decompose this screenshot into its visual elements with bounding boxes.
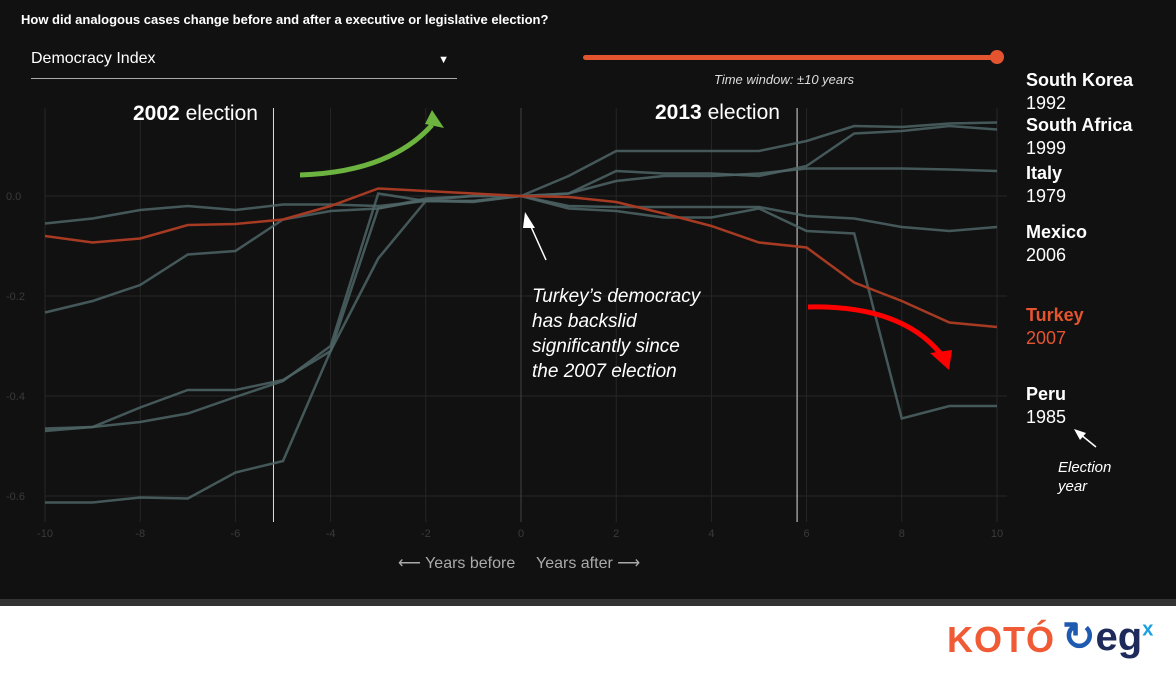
koto-logo: KOTÓ bbox=[947, 619, 1055, 660]
time-window-label: Time window: ±10 years bbox=[714, 72, 854, 87]
legend-country: Mexico bbox=[1026, 222, 1088, 242]
legend-country: Italy bbox=[1026, 163, 1063, 183]
election-word: election bbox=[707, 101, 780, 124]
red-arrowhead-icon bbox=[930, 350, 952, 370]
white-arrowhead-icon bbox=[523, 212, 535, 228]
legend-country: Peru bbox=[1026, 384, 1067, 404]
x-tick-label: -4 bbox=[326, 528, 336, 540]
note-line: significantly since bbox=[532, 336, 680, 357]
egx-text: eg bbox=[1095, 615, 1143, 659]
election-word: election bbox=[185, 102, 258, 125]
line-chart: -10 -8 -6 -4 -2 0 2 4 6 8 10 0.0 -0.2 -0.4 -0.6 bbox=[6, 108, 1097, 540]
years-before-label: ⟵ Years before bbox=[398, 555, 516, 572]
years-after-label: Years after ⟶ bbox=[536, 555, 641, 572]
chart-panel bbox=[0, 0, 1176, 599]
note-line: Election bbox=[1058, 459, 1112, 476]
legend-year: 1985 bbox=[1026, 407, 1067, 427]
x-tick-label: -2 bbox=[421, 528, 431, 540]
note-line: Turkey’s democracy bbox=[532, 286, 701, 307]
note-line: has backslid bbox=[532, 311, 637, 332]
election-label-2002: 2002 election bbox=[133, 102, 258, 126]
x-tick-label: 4 bbox=[708, 528, 714, 540]
legend-item-south-korea[interactable]: South Korea 1992 bbox=[1026, 69, 1133, 115]
panel-border bbox=[0, 599, 1176, 606]
legend-year: 1979 bbox=[1026, 186, 1067, 206]
note-line: year bbox=[1058, 478, 1088, 495]
x-tick-label: -10 bbox=[37, 528, 53, 540]
election-year: 2013 bbox=[655, 101, 702, 124]
egx-sup: x bbox=[1142, 618, 1154, 641]
y-tick-label: -0.4 bbox=[6, 391, 25, 403]
y-tick-label: 0.0 bbox=[6, 191, 21, 203]
legend-item-turkey[interactable]: Turkey 2007 bbox=[1026, 304, 1084, 350]
election-year-note: Election year bbox=[1058, 458, 1111, 496]
legend-year: 2006 bbox=[1026, 245, 1067, 265]
legend-item-mexico[interactable]: Mexico 2006 bbox=[1026, 221, 1087, 267]
chevron-down-icon: ▼ bbox=[438, 54, 449, 66]
legend-year: 2007 bbox=[1026, 328, 1067, 348]
metric-dropdown[interactable]: Democracy Index ▼ bbox=[31, 50, 457, 79]
legend-item-peru[interactable]: Peru 1985 bbox=[1026, 383, 1066, 429]
x-tick-label: -8 bbox=[135, 528, 145, 540]
y-tick-label: -0.2 bbox=[6, 291, 25, 303]
legend-item-italy[interactable]: Italy 1979 bbox=[1026, 162, 1066, 208]
x-tick-label: -6 bbox=[231, 528, 241, 540]
legend-item-south-africa[interactable]: South Africa 1999 bbox=[1026, 114, 1132, 160]
y-tick-label: -0.6 bbox=[6, 491, 25, 503]
series-line-turkey bbox=[44, 187, 998, 329]
green-arrowhead-icon bbox=[425, 110, 444, 128]
time-window-slider[interactable] bbox=[583, 50, 1004, 64]
legend-year: 1999 bbox=[1026, 138, 1067, 158]
x-tick-label: 2 bbox=[613, 528, 619, 540]
x-tick-label: 8 bbox=[899, 528, 905, 540]
election-year: 2002 bbox=[133, 102, 180, 125]
slider-handle[interactable] bbox=[990, 50, 1004, 64]
election-label-2013: 2013 election bbox=[655, 101, 780, 125]
note-line: the 2007 election bbox=[532, 361, 677, 382]
white-arrowhead-icon bbox=[1074, 429, 1086, 440]
legend-year: 1992 bbox=[1026, 93, 1067, 113]
green-arrow-icon bbox=[299, 123, 434, 178]
legend-country: South Korea bbox=[1026, 70, 1134, 90]
red-arrow-icon bbox=[807, 304, 942, 355]
x-tick-label: 10 bbox=[991, 528, 1003, 540]
chart-question: How did analogous cases change before an… bbox=[21, 12, 549, 27]
x-tick-label: 6 bbox=[804, 528, 810, 540]
egx-logo: ↻egx bbox=[1062, 615, 1154, 659]
legend-country: Turkey bbox=[1026, 305, 1084, 325]
turkey-annotation: Turkey’s democracy has backslid signific… bbox=[532, 284, 752, 384]
x-tick-label: 0 bbox=[518, 528, 524, 540]
metric-selected: Democracy Index bbox=[31, 50, 156, 67]
legend-country: South Africa bbox=[1026, 115, 1133, 135]
